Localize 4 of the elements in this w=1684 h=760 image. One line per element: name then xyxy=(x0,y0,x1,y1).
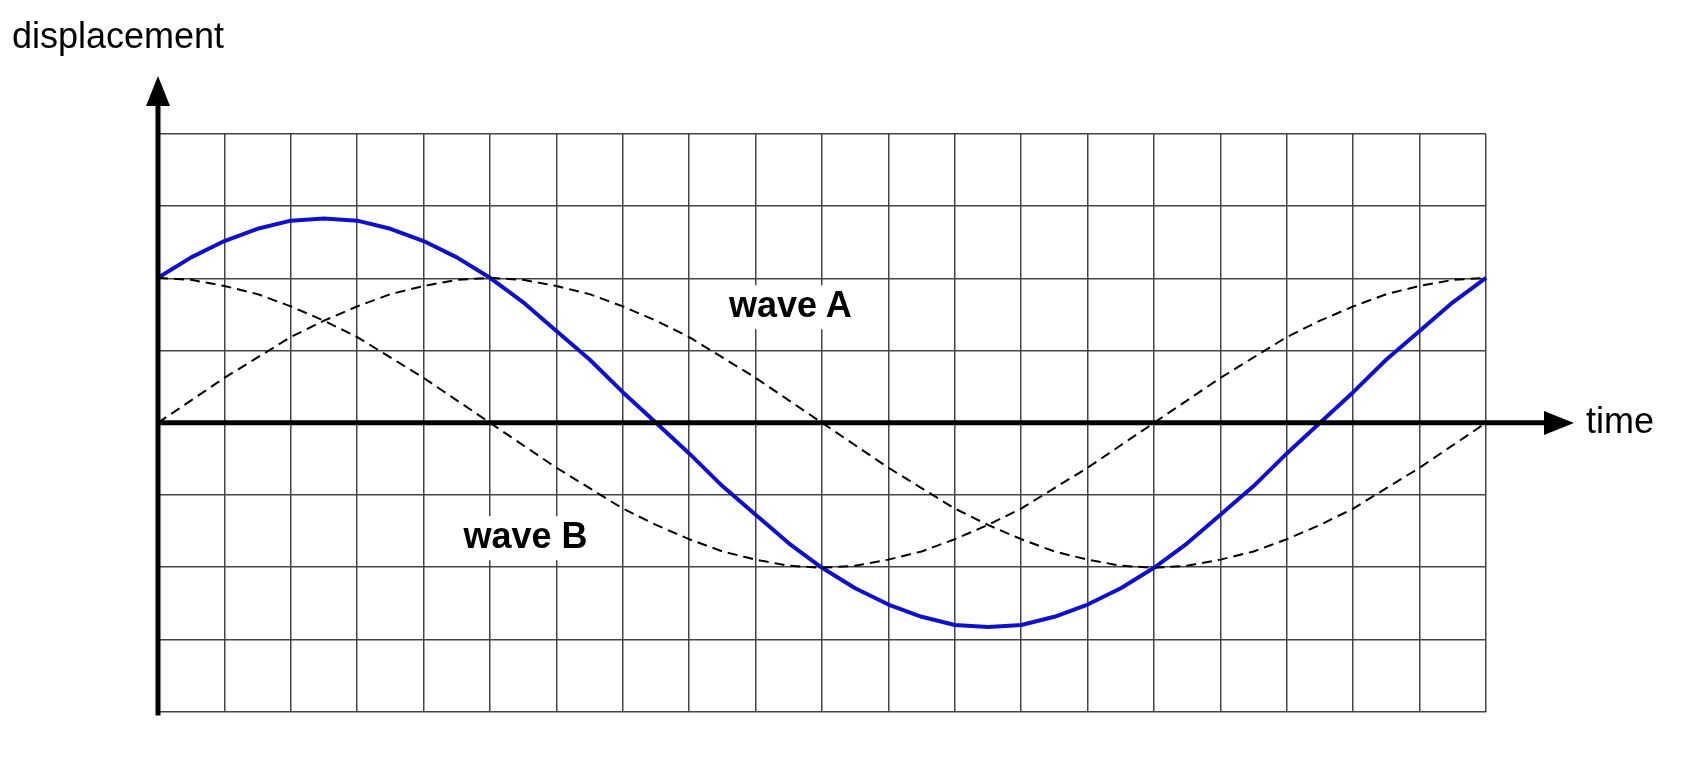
series-label: wave B xyxy=(462,515,588,557)
x-axis-title: time xyxy=(1586,399,1655,441)
series-label: wave A xyxy=(728,284,852,326)
y-axis-title: displacement xyxy=(12,15,225,56)
